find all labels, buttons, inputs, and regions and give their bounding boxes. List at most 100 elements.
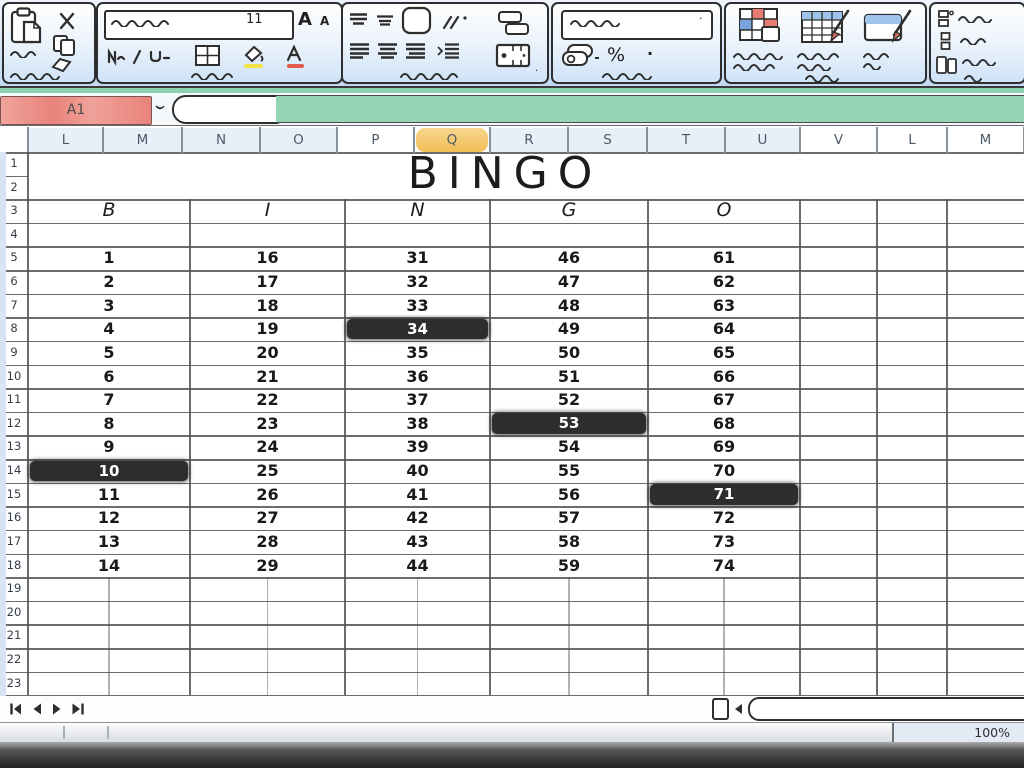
bingo-cell-3[interactable]: 3 xyxy=(103,295,115,315)
column-header-R-6[interactable]: R xyxy=(490,128,568,152)
row-header-22[interactable]: 22 xyxy=(6,652,22,667)
bingo-cell-56[interactable]: 56 xyxy=(557,484,581,504)
next-sheet-button[interactable] xyxy=(50,701,64,717)
indent-icon[interactable] xyxy=(436,42,462,60)
copy-icon[interactable] xyxy=(52,34,78,58)
grow-font-button[interactable]: A xyxy=(298,9,312,30)
row-header-11[interactable]: 11 xyxy=(6,392,22,407)
name-box[interactable]: A1 xyxy=(0,96,152,125)
italic-icon[interactable] xyxy=(130,48,144,66)
bingo-cell-68[interactable]: 68 xyxy=(712,413,736,433)
bingo-cell-72[interactable]: 72 xyxy=(712,508,736,528)
bingo-cell-6[interactable]: 6 xyxy=(103,366,115,386)
bingo-cell-31[interactable]: 31 xyxy=(406,248,429,268)
bingo-cell-61[interactable]: 61 xyxy=(712,248,736,268)
zoom-level[interactable]: 100% xyxy=(974,725,1010,740)
name-box-caret-icon[interactable] xyxy=(153,103,167,113)
bingo-cell-44[interactable]: 44 xyxy=(406,555,429,575)
bingo-cell-25[interactable]: 25 xyxy=(256,461,279,481)
bingo-cell-33[interactable]: 33 xyxy=(406,295,429,315)
row-header-18[interactable]: 18 xyxy=(6,557,22,572)
row-header-12[interactable]: 12 xyxy=(6,415,22,430)
bingo-cell-50[interactable]: 50 xyxy=(557,342,581,362)
row-header-1[interactable]: 1 xyxy=(10,156,18,170)
merge-center-icon[interactable] xyxy=(495,42,535,70)
currency-icon[interactable] xyxy=(561,42,601,70)
column-header-T-8[interactable]: T xyxy=(647,128,725,152)
column-header-M-12[interactable]: M xyxy=(947,128,1024,152)
column-header-S-7[interactable]: S xyxy=(568,128,647,152)
bingo-cell-21[interactable]: 21 xyxy=(256,366,279,386)
row-header-4[interactable]: 4 xyxy=(10,226,18,241)
row-header-17[interactable]: 17 xyxy=(6,533,22,548)
font-color-icon[interactable] xyxy=(284,44,308,70)
formula-bar-input[interactable] xyxy=(276,95,1024,123)
row-header-23[interactable]: 23 xyxy=(6,675,22,690)
bingo-cell-11[interactable]: 11 xyxy=(97,484,121,504)
bingo-col-header-N[interactable]: N xyxy=(410,199,425,222)
alignment-dialog-dot[interactable]: · xyxy=(535,66,539,77)
bingo-cell-65[interactable]: 65 xyxy=(712,342,736,362)
borders-icon[interactable] xyxy=(194,44,222,68)
row-header-9[interactable]: 9 xyxy=(10,344,18,359)
bingo-cell-23[interactable]: 23 xyxy=(256,413,279,433)
bingo-cell-41[interactable]: 41 xyxy=(406,484,429,504)
scroll-left-arrow-icon[interactable] xyxy=(732,702,744,716)
row-header-16[interactable]: 16 xyxy=(6,510,22,525)
bingo-cell-26[interactable]: 26 xyxy=(256,484,279,504)
row-header-5[interactable]: 5 xyxy=(10,250,18,265)
bingo-cell-2[interactable]: 2 xyxy=(103,272,115,292)
font-size-value[interactable]: 11 xyxy=(246,12,263,27)
align-right-icon[interactable] xyxy=(404,42,428,60)
percent-style-button[interactable]: % xyxy=(607,44,626,66)
fill-color-icon[interactable] xyxy=(240,44,268,70)
bingo-cell-46[interactable]: 46 xyxy=(557,248,581,268)
horizontal-scrollbar-thumb[interactable] xyxy=(748,697,1024,721)
bingo-cell-18[interactable]: 18 xyxy=(256,295,279,315)
bingo-cell-48[interactable]: 48 xyxy=(557,295,581,315)
bingo-cell-27[interactable]: 27 xyxy=(256,508,279,528)
bingo-cell-13[interactable]: 13 xyxy=(97,531,121,551)
bingo-cell-74[interactable]: 74 xyxy=(712,555,736,575)
bingo-cell-14[interactable]: 14 xyxy=(97,555,121,575)
bingo-cell-62[interactable]: 62 xyxy=(712,272,736,292)
bingo-cell-63[interactable]: 63 xyxy=(712,295,736,315)
bingo-cell-67[interactable]: 67 xyxy=(712,390,736,410)
format-cells-icon[interactable] xyxy=(935,54,959,76)
bingo-cell-70[interactable]: 70 xyxy=(712,461,736,481)
column-header-P-4[interactable]: P xyxy=(337,128,414,152)
bingo-cell-37[interactable]: 37 xyxy=(406,390,429,410)
underline-icon[interactable] xyxy=(148,48,174,66)
bingo-cell-40[interactable]: 40 xyxy=(406,461,429,481)
bingo-cell-51[interactable]: 51 xyxy=(557,366,581,386)
bingo-cell-55[interactable]: 55 xyxy=(557,461,581,481)
row-header-20[interactable]: 20 xyxy=(6,604,22,619)
bingo-cell-4[interactable]: 4 xyxy=(103,319,115,339)
bingo-cell-24[interactable]: 24 xyxy=(256,437,279,457)
column-header-L-0[interactable]: L xyxy=(28,128,103,152)
insert-cells-icon[interactable] xyxy=(937,9,954,28)
bingo-cell-9[interactable]: 9 xyxy=(103,437,115,457)
bingo-cell-36[interactable]: 36 xyxy=(406,366,429,386)
bingo-cell-29[interactable]: 29 xyxy=(256,555,279,575)
cut-icon[interactable] xyxy=(58,12,76,30)
bingo-cell-12[interactable]: 12 xyxy=(97,508,121,528)
bingo-cell-marked-71[interactable]: 71 xyxy=(650,484,798,505)
bingo-col-header-I[interactable]: I xyxy=(264,199,271,222)
bingo-cell-19[interactable]: 19 xyxy=(256,319,279,339)
conditional-formatting-icon[interactable] xyxy=(738,7,788,49)
bingo-cell-32[interactable]: 32 xyxy=(406,272,429,292)
format-painter-icon[interactable] xyxy=(50,56,74,74)
column-header-L-11[interactable]: L xyxy=(877,128,947,152)
bingo-cell-54[interactable]: 54 xyxy=(557,437,581,457)
bingo-cell-38[interactable]: 38 xyxy=(406,413,429,433)
bingo-cell-47[interactable]: 47 xyxy=(557,272,581,292)
bold-icon[interactable] xyxy=(106,48,126,66)
bingo-cell-35[interactable]: 35 xyxy=(406,342,429,362)
delete-cells-icon[interactable] xyxy=(939,31,953,51)
comma-style-dot[interactable]: · xyxy=(647,44,654,63)
align-center-icon[interactable] xyxy=(376,42,400,60)
bingo-cell-52[interactable]: 52 xyxy=(557,390,581,410)
bingo-cell-7[interactable]: 7 xyxy=(103,390,115,410)
bingo-cell-57[interactable]: 57 xyxy=(557,508,581,528)
